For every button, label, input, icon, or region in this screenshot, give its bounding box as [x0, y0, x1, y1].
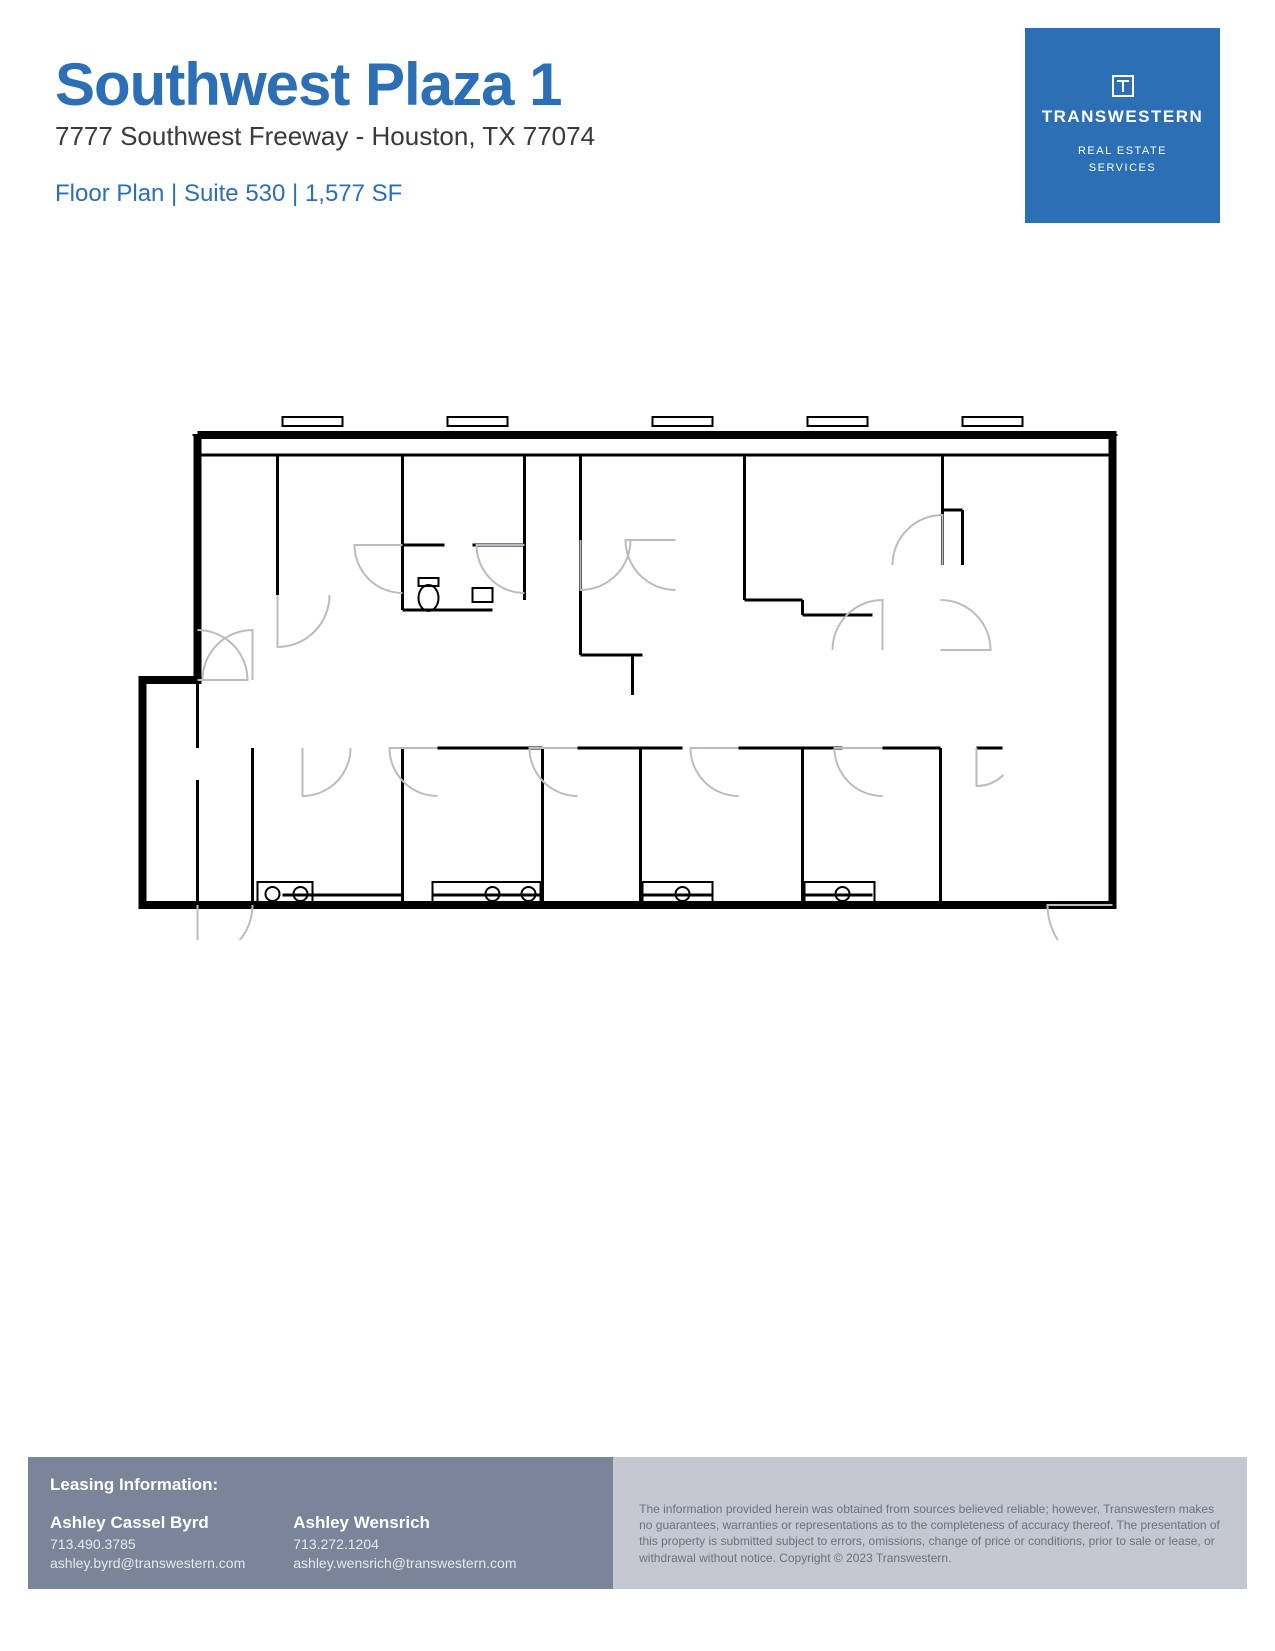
- contact-2-email: ashley.wensrich@transwestern.com: [293, 1554, 516, 1573]
- leasing-header: Leasing Information:: [50, 1475, 591, 1495]
- contacts: Ashley Cassel Byrd 713.490.3785 ashley.b…: [50, 1513, 591, 1573]
- brand-tagline-line1: REAL ESTATE: [1078, 145, 1167, 157]
- contact-1-name: Ashley Cassel Byrd: [50, 1513, 245, 1533]
- contact-1-email: ashley.byrd@transwestern.com: [50, 1554, 245, 1573]
- footer-leasing: Leasing Information: Ashley Cassel Byrd …: [28, 1457, 613, 1589]
- contact-2: Ashley Wensrich 713.272.1204 ashley.wens…: [293, 1513, 516, 1573]
- brand-tagline: REAL ESTATE SERVICES: [1078, 143, 1167, 176]
- footer: Leasing Information: Ashley Cassel Byrd …: [28, 1457, 1247, 1589]
- contact-1: Ashley Cassel Byrd 713.490.3785 ashley.b…: [50, 1513, 245, 1573]
- page: Southwest Plaza 1 7777 Southwest Freeway…: [0, 0, 1275, 1651]
- contact-2-phone: 713.272.1204: [293, 1535, 516, 1554]
- brand-tagline-line2: SERVICES: [1089, 162, 1156, 174]
- brand-logo-box: TRANSWESTERN REAL ESTATE SERVICES: [1025, 28, 1220, 223]
- floorplan-diagram: [100, 400, 1185, 940]
- footer-disclaimer: The information provided herein was obta…: [613, 1457, 1247, 1589]
- contact-2-name: Ashley Wensrich: [293, 1513, 516, 1533]
- brand-logo-icon: [1112, 75, 1134, 97]
- contact-1-phone: 713.490.3785: [50, 1535, 245, 1554]
- brand-name: TRANSWESTERN: [1042, 107, 1204, 127]
